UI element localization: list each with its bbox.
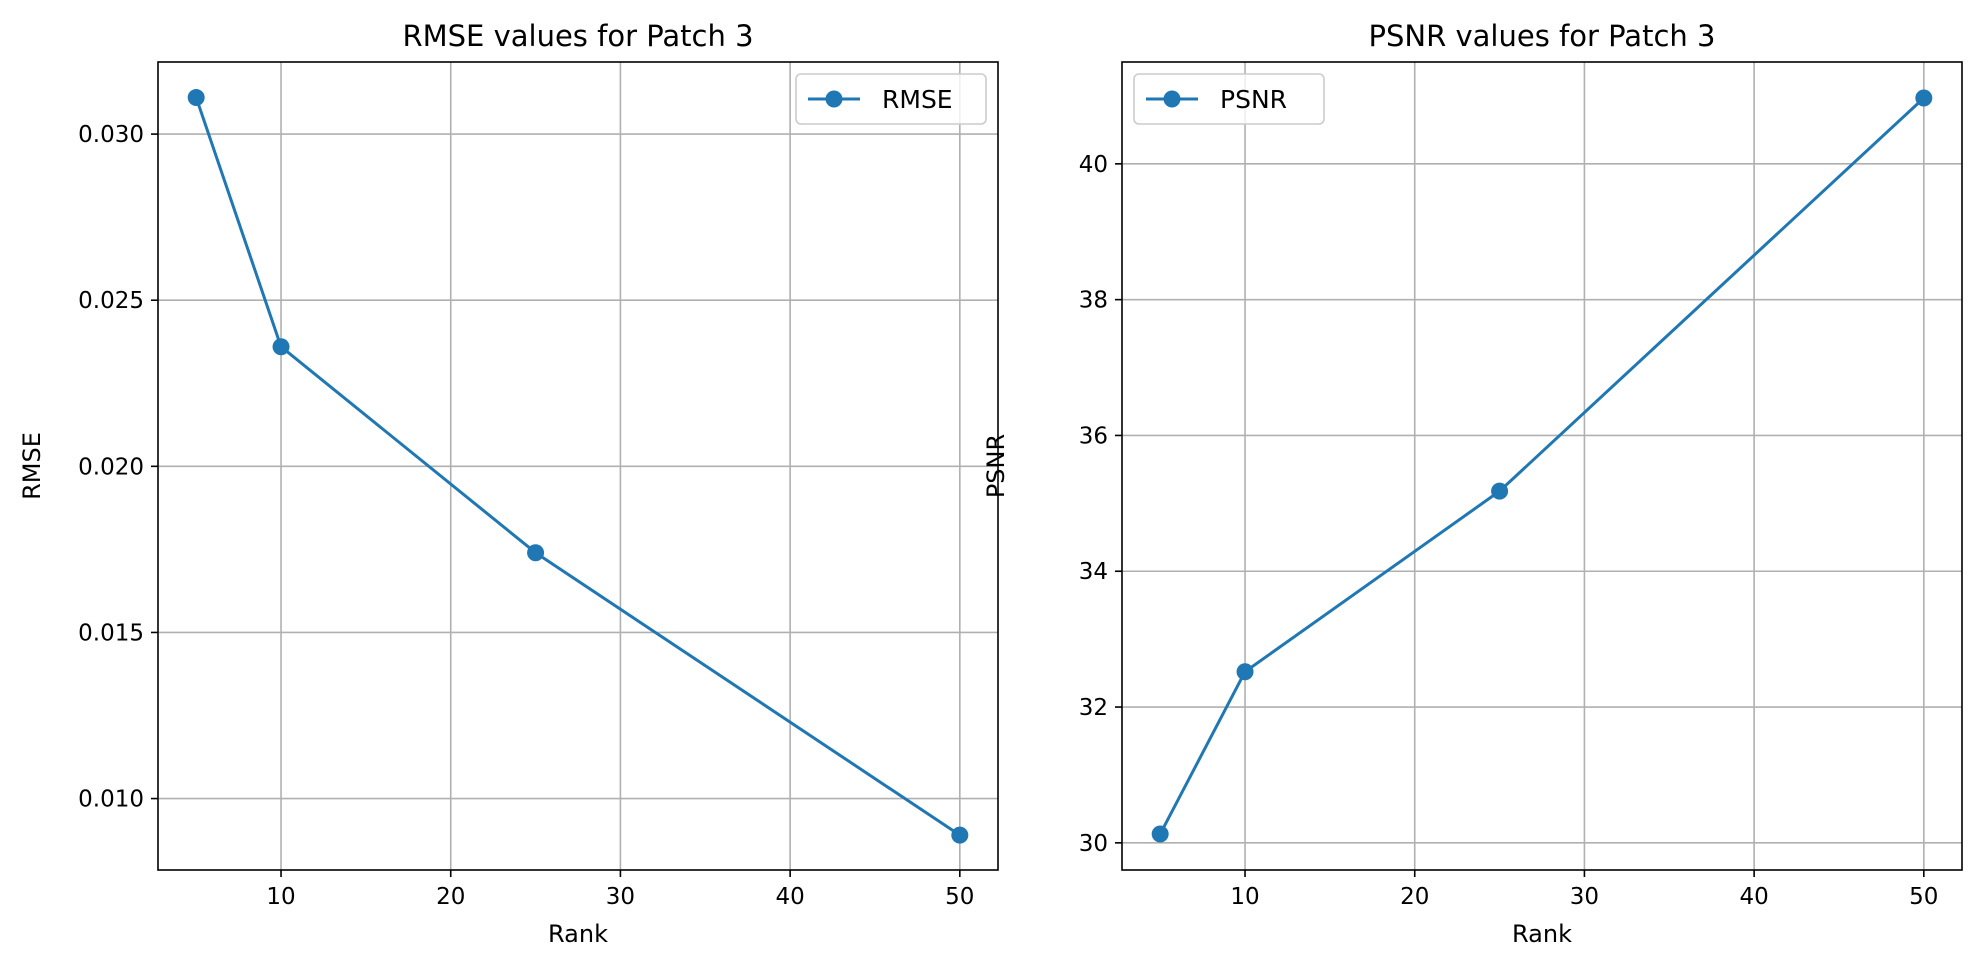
y-tick-label: 30: [1079, 831, 1108, 857]
legend: RMSE: [795, 73, 987, 125]
chart-panel-psnr: 10 20 30 40 50 30 32 34 36 38 40 PSNR values for Pa…: [982, 19, 1963, 948]
y-tick-label: 0.025: [78, 288, 144, 314]
y-tick-label: 34: [1079, 559, 1108, 585]
y-axis-label: RMSE: [18, 432, 46, 500]
legend-marker: [825, 90, 843, 108]
data-point: [1236, 663, 1254, 681]
x-tick-label: 10: [1230, 884, 1259, 910]
x-tick-label: 20: [1400, 884, 1429, 910]
legend-box: [1133, 73, 1325, 125]
y-tick-label: 40: [1079, 152, 1108, 178]
legend-label: RMSE: [882, 85, 953, 114]
data-point: [187, 89, 205, 107]
legend-marker: [1163, 90, 1181, 108]
data-point: [951, 826, 969, 844]
legend-label: PSNR: [1220, 85, 1287, 114]
y-axis-label: PSNR: [982, 434, 1010, 498]
y-tick-label: 0.015: [78, 620, 144, 646]
y-tick-label: 32: [1079, 695, 1108, 721]
x-tick-label: 30: [606, 884, 635, 910]
x-tick-label: 20: [436, 884, 465, 910]
y-tick-label: 0.020: [78, 454, 144, 480]
x-axis-label: Rank: [1512, 920, 1572, 948]
series-line: [1158, 96, 1925, 835]
data-point: [1915, 89, 1933, 107]
x-tick-label: 10: [266, 884, 295, 910]
axes-frame: [1121, 61, 1963, 871]
series-line: [194, 97, 961, 837]
y-tick-label: 0.010: [78, 787, 144, 813]
chart-title: RMSE values for Patch 3: [402, 19, 753, 53]
chart-title: PSNR values for Patch 3: [1369, 19, 1716, 53]
data-point: [1151, 825, 1169, 843]
x-tick-label: 40: [1739, 884, 1768, 910]
x-tick-label: 50: [1909, 884, 1938, 910]
x-tick-label: 40: [775, 884, 804, 910]
y-tick-label: 36: [1079, 423, 1108, 449]
legend: PSNR: [1133, 73, 1325, 125]
y-tick-label: 38: [1079, 288, 1108, 314]
x-axis-label: Rank: [548, 920, 608, 948]
data-point: [272, 338, 290, 356]
legend-box: [795, 73, 987, 125]
x-tick-label: 50: [945, 884, 974, 910]
x-tick-label: 30: [1570, 884, 1599, 910]
data-point: [1491, 482, 1509, 500]
chart-panel-rmse: 10 20 30 40 50 0.010 0.015 0.020 0.025 0.030 RMSE …: [18, 19, 999, 948]
y-tick-label: 0.030: [78, 122, 144, 148]
data-point: [527, 544, 545, 562]
